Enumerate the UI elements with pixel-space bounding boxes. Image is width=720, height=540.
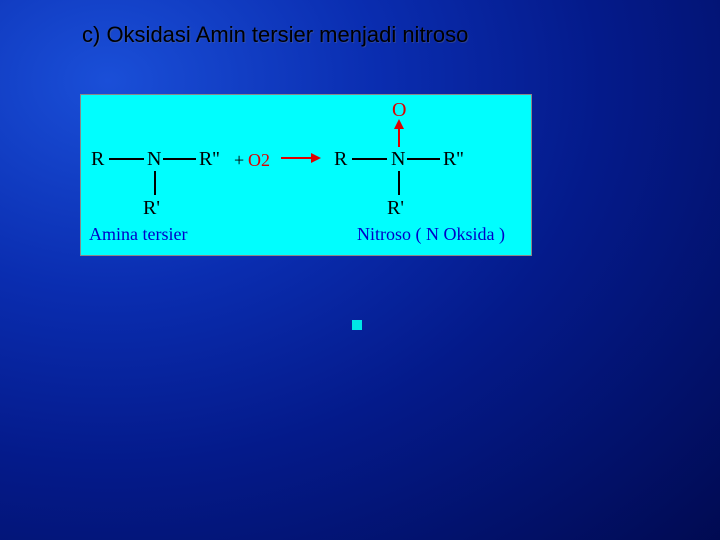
slide-title: c) Oksidasi Amin tersier menjadi nitroso — [82, 22, 468, 48]
reaction-diagram: R N R'' R' Amina tersier + O2 R N R'' R'… — [80, 94, 532, 256]
product-N: N — [391, 148, 405, 171]
product-label: Nitroso ( N Oksida ) — [357, 224, 505, 245]
bond-N-Rdq — [163, 158, 196, 160]
bond-N-Rprime — [154, 171, 156, 195]
bond-R-N — [109, 158, 144, 160]
bond-N-Rdq-p — [407, 158, 440, 160]
n-o-arrow-line — [398, 127, 400, 147]
reactant-Rprime: R' — [143, 197, 160, 220]
bond-R-N-p — [352, 158, 387, 160]
reaction-arrow-head — [311, 153, 321, 163]
product-Rprime: R' — [387, 197, 404, 220]
reactant-label: Amina tersier — [89, 224, 187, 245]
reaction-arrow-line — [281, 157, 313, 159]
product-R: R — [334, 148, 347, 171]
bond-N-Rprime-p — [398, 171, 400, 195]
product-Rdq: R'' — [443, 148, 464, 171]
reactant-N: N — [147, 148, 161, 171]
plus-sign: + — [234, 150, 244, 171]
reactant-Rdq: R'' — [199, 148, 220, 171]
reactant-R: R — [91, 148, 104, 171]
product-O: O — [392, 99, 406, 122]
reagent-O2: O2 — [248, 150, 270, 171]
bullet-square — [352, 320, 362, 330]
